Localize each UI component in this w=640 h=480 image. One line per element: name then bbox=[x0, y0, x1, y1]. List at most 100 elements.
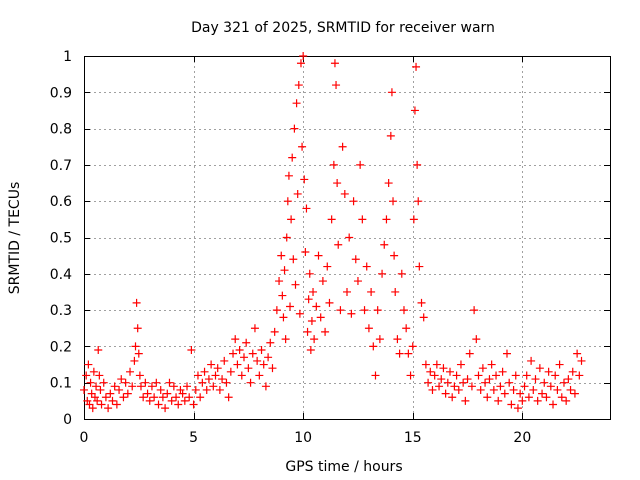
data-point bbox=[226, 367, 235, 376]
data-point bbox=[507, 400, 516, 409]
data-point bbox=[330, 59, 339, 68]
data-point bbox=[384, 179, 393, 188]
data-point bbox=[167, 396, 176, 405]
x-tick-label: 5 bbox=[189, 430, 198, 446]
data-point bbox=[209, 382, 218, 391]
data-point bbox=[143, 389, 152, 398]
data-point bbox=[93, 396, 102, 405]
data-point bbox=[387, 88, 396, 97]
data-point bbox=[494, 396, 503, 405]
data-point bbox=[257, 346, 266, 355]
data-point bbox=[476, 385, 485, 394]
data-point bbox=[559, 378, 568, 387]
data-point bbox=[272, 306, 281, 315]
data-point bbox=[207, 360, 216, 369]
data-point bbox=[280, 266, 289, 275]
data-point bbox=[246, 378, 255, 387]
data-point bbox=[283, 197, 292, 206]
data-point bbox=[215, 385, 224, 394]
data-point bbox=[314, 251, 323, 260]
data-point bbox=[329, 160, 338, 169]
data-point bbox=[478, 364, 487, 373]
data-point bbox=[465, 349, 474, 358]
data-point bbox=[500, 389, 509, 398]
data-point bbox=[255, 371, 264, 380]
data-point bbox=[218, 375, 227, 384]
data-point bbox=[294, 81, 303, 90]
data-point bbox=[367, 287, 376, 296]
data-point bbox=[454, 385, 463, 394]
data-point bbox=[169, 382, 178, 391]
data-point bbox=[286, 302, 295, 311]
data-point bbox=[502, 349, 511, 358]
data-point bbox=[332, 81, 341, 90]
data-point bbox=[176, 385, 185, 394]
data-point bbox=[487, 360, 496, 369]
data-point bbox=[242, 338, 251, 347]
data-point bbox=[540, 378, 549, 387]
data-point bbox=[312, 302, 321, 311]
data-point bbox=[362, 262, 371, 271]
data-point bbox=[99, 378, 108, 387]
data-point bbox=[546, 382, 555, 391]
data-point bbox=[349, 197, 358, 206]
data-point bbox=[573, 349, 582, 358]
data-point bbox=[474, 371, 483, 380]
data-point bbox=[231, 335, 240, 344]
chart-title: Day 321 of 2025, SRMTID for receiver war… bbox=[191, 20, 495, 36]
data-point bbox=[551, 371, 560, 380]
data-point bbox=[562, 396, 571, 405]
y-tick-label: 0.7 bbox=[50, 158, 72, 174]
data-point bbox=[509, 385, 518, 394]
data-point bbox=[101, 393, 110, 402]
x-axis-title: GPS time / hours bbox=[285, 459, 402, 475]
data-point bbox=[248, 349, 257, 358]
data-point bbox=[233, 360, 242, 369]
data-point bbox=[134, 349, 143, 358]
data-points bbox=[80, 52, 586, 413]
y-tick-label: 0.8 bbox=[50, 122, 72, 138]
data-point bbox=[544, 367, 553, 376]
data-point bbox=[303, 327, 312, 336]
data-point bbox=[178, 389, 187, 398]
data-point bbox=[439, 364, 448, 373]
data-point bbox=[152, 378, 161, 387]
data-point bbox=[293, 189, 302, 198]
data-point bbox=[89, 367, 98, 376]
data-point bbox=[529, 385, 538, 394]
data-point bbox=[266, 338, 275, 347]
data-point bbox=[373, 306, 382, 315]
data-point bbox=[133, 324, 142, 333]
data-point bbox=[426, 367, 435, 376]
data-point bbox=[235, 346, 244, 355]
data-point bbox=[414, 197, 423, 206]
data-point bbox=[557, 393, 566, 402]
data-point bbox=[496, 382, 505, 391]
data-point bbox=[351, 255, 360, 264]
data-point bbox=[375, 335, 384, 344]
data-point bbox=[298, 142, 307, 151]
data-point bbox=[424, 378, 433, 387]
data-point bbox=[154, 400, 163, 409]
data-point bbox=[86, 378, 95, 387]
data-point bbox=[520, 382, 529, 391]
data-point bbox=[306, 346, 315, 355]
data-point bbox=[213, 364, 222, 373]
data-point bbox=[250, 324, 259, 333]
data-point bbox=[80, 385, 88, 394]
data-point bbox=[413, 160, 422, 169]
data-point bbox=[538, 389, 547, 398]
data-point bbox=[570, 389, 579, 398]
data-point bbox=[333, 179, 342, 188]
data-point bbox=[261, 382, 270, 391]
y-tick-label: 0.5 bbox=[50, 231, 72, 247]
data-point bbox=[163, 389, 172, 398]
data-point bbox=[524, 393, 533, 402]
data-point bbox=[106, 389, 115, 398]
data-point bbox=[224, 393, 233, 402]
data-point bbox=[292, 99, 301, 108]
axis-ticks: 0 5 10 15 20 0 0.1 0.2 0.3 0.4 0.5 0.6 0.7 0.8 0.9 1 bbox=[50, 49, 610, 446]
data-point bbox=[518, 396, 527, 405]
data-point bbox=[268, 364, 277, 373]
